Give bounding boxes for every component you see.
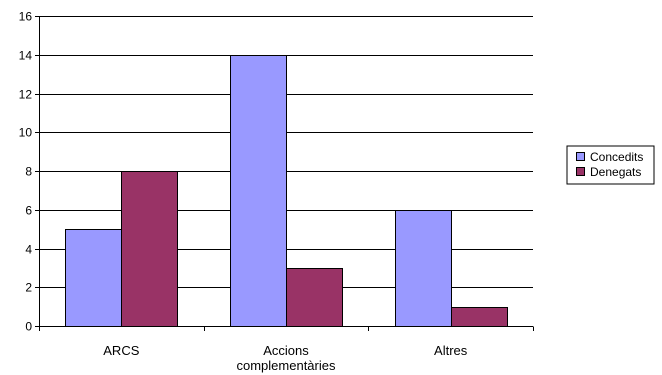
y-tick-label: 8 bbox=[25, 165, 32, 179]
category-label: Accions bbox=[263, 343, 309, 358]
y-tick-label: 16 bbox=[19, 10, 33, 24]
bar-denegats-1 bbox=[286, 268, 343, 327]
y-tick-label: 6 bbox=[25, 204, 32, 218]
legend-label-concedits: Concedits bbox=[590, 150, 643, 164]
y-tick-label: 0 bbox=[25, 320, 32, 334]
y-tick-labels: 0 2 4 6 8 10 12 14 16 bbox=[19, 10, 33, 334]
bar-concedits-0 bbox=[65, 229, 122, 327]
y-tick-label: 2 bbox=[25, 281, 32, 295]
y-tick-label: 12 bbox=[19, 88, 33, 102]
bar-denegats-2 bbox=[451, 307, 508, 327]
bar-concedits-2 bbox=[395, 210, 452, 327]
legend-swatch-concedits bbox=[576, 152, 585, 161]
bar-denegats-0 bbox=[121, 171, 178, 327]
y-tick-label: 14 bbox=[19, 49, 33, 63]
y-tick-label: 4 bbox=[25, 243, 32, 257]
bar-concedits-1 bbox=[230, 55, 287, 327]
y-tick-label: 10 bbox=[19, 126, 33, 140]
category-label: complementàries bbox=[237, 358, 336, 373]
category-label: Altres bbox=[434, 343, 468, 358]
category-label: ARCS bbox=[103, 343, 139, 358]
bars bbox=[65, 55, 508, 327]
axes bbox=[35, 16, 534, 331]
legend-label-denegats: Denegats bbox=[590, 165, 641, 179]
legend-swatch-denegats bbox=[576, 167, 585, 176]
